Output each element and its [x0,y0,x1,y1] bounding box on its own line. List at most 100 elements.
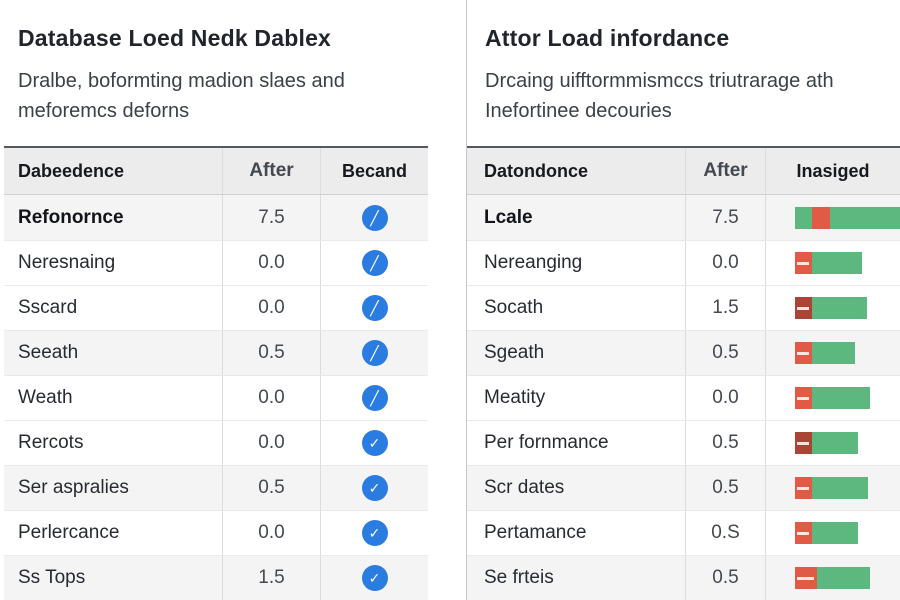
table-row: Rercots 0.0 ✓ [4,420,428,465]
value-cell [765,241,900,285]
after-value: 0.5 [685,331,765,375]
after-value: 7.5 [685,195,765,240]
table-row: Neresnaing 0.0 ╱ [4,240,428,285]
column-header-inasiged: Inasiged [765,148,900,194]
row-label: Sgeath [484,342,545,363]
table-row: Se frteis 0.5 [467,555,900,600]
value-cell [765,556,900,600]
value-cell: ╱ [320,331,428,375]
row-label: Meatity [484,387,546,408]
red-bar-segment [795,387,812,409]
row-label: Socath [484,297,544,318]
green-bar-segment [812,477,868,499]
value-cell [765,286,900,330]
check-icon[interactable]: ✓ [361,475,388,501]
check-icon[interactable]: ✓ [361,520,388,546]
green-bar-segment [812,387,870,409]
pen-icon[interactable]: ╱ [361,385,388,411]
green-bar-segment [812,432,858,454]
row-label: Per fornmance [484,432,609,453]
after-value: 0.0 [222,511,320,555]
value-cell: ✓ [320,556,428,600]
column-header-after: After [222,148,320,194]
pen-icon[interactable]: ╱ [361,204,388,231]
red-bar-segment [795,342,812,364]
green-bar-segment [817,567,870,589]
progress-bar [795,206,900,229]
pen-icon[interactable]: ╱ [361,340,388,366]
row-label: Seeath [18,342,79,363]
progress-bar [795,567,870,589]
value-cell [765,195,900,240]
green-bar-segment [812,342,855,364]
table-body: Refonornce 7.5 ╱ Neresnaing 0.0 ╱ Sscard… [4,195,428,600]
table-row: Refonornce 7.5 ╱ [4,195,428,240]
panel-divider [466,0,467,600]
progress-bar [795,342,855,364]
after-value: 0.5 [685,556,765,600]
red-bar-segment [795,252,812,274]
red-bar-segment [795,567,817,589]
green-bar-segment [795,206,812,229]
after-value: 0.0 [685,241,765,285]
row-label: Neresnaing [18,252,116,273]
table-row: Per fornmance 0.5 [467,420,900,465]
red-bar-segment [795,522,812,544]
progress-bar [795,387,870,409]
value-cell [765,376,900,420]
value-cell: ╱ [320,241,428,285]
panel-attor-load: Attor Load infordance Drcaing uifftormmi… [467,0,900,600]
after-value: 0.0 [222,421,320,465]
green-bar-segment [812,297,867,319]
red-bar-segment [812,206,830,229]
panel-subtitle-right: Drcaing uifftormmismccs triutrarage ath … [485,70,834,122]
table-header-row: Dabeedence After Becand [4,148,428,195]
value-cell [765,511,900,555]
table-row: Socath 1.5 [467,285,900,330]
value-cell: ╱ [320,286,428,330]
after-value: 1.5 [685,286,765,330]
after-value: 1.5 [222,556,320,600]
value-cell [765,331,900,375]
table-row: Nereanging 0.0 [467,240,900,285]
table-row: Scr dates 0.5 [467,465,900,510]
row-label: Se frteis [484,567,554,588]
row-label: Ss Tops [18,567,86,588]
value-cell [765,466,900,510]
after-value: 0.5 [222,331,320,375]
row-label: Perlercance [18,522,120,543]
after-value: 0.0 [222,376,320,420]
progress-bar [795,522,858,544]
panel-subtitle: Dralbe, boformting madion slaes and mefo… [18,70,345,122]
pen-icon[interactable]: ╱ [361,295,388,321]
after-value: 0.5 [685,466,765,510]
value-cell: ✓ [320,511,428,555]
table-row: Sgeath 0.5 [467,330,900,375]
value-cell: ╱ [320,376,428,420]
after-value: 0.5 [222,466,320,510]
value-cell: ✓ [320,421,428,465]
page-title: Database Loed Nedk Dablex [18,25,332,51]
table-row: Ss Tops 1.5 ✓ [4,555,428,600]
metrics-table-right: Datondonce After Inasiged Lcale 7.5 Nere… [467,146,900,600]
row-label: Nereanging [484,252,583,273]
metrics-table-left: Dabeedence After Becand Refonornce 7.5 ╱… [4,146,428,600]
column-header-becand: Becand [320,148,428,194]
pen-icon[interactable]: ╱ [361,250,388,276]
table-row: Sscard 0.0 ╱ [4,285,428,330]
column-header-name: Dabeedence [18,160,125,181]
row-label: Scr dates [484,477,565,498]
table-row: Meatity 0.0 [467,375,900,420]
row-label: Weath [18,387,73,408]
row-label: Lcale [484,206,533,228]
value-cell: ╱ [320,195,428,240]
column-header-name: Datondonce [484,160,589,181]
page-title-right: Attor Load infordance [485,25,730,51]
value-cell [765,421,900,465]
progress-bar [795,477,868,499]
table-row: Lcale 7.5 [467,195,900,240]
check-icon[interactable]: ✓ [361,430,388,456]
green-bar-segment [812,252,862,274]
check-icon[interactable]: ✓ [361,565,388,591]
table-row: Pertamance 0.S [467,510,900,555]
